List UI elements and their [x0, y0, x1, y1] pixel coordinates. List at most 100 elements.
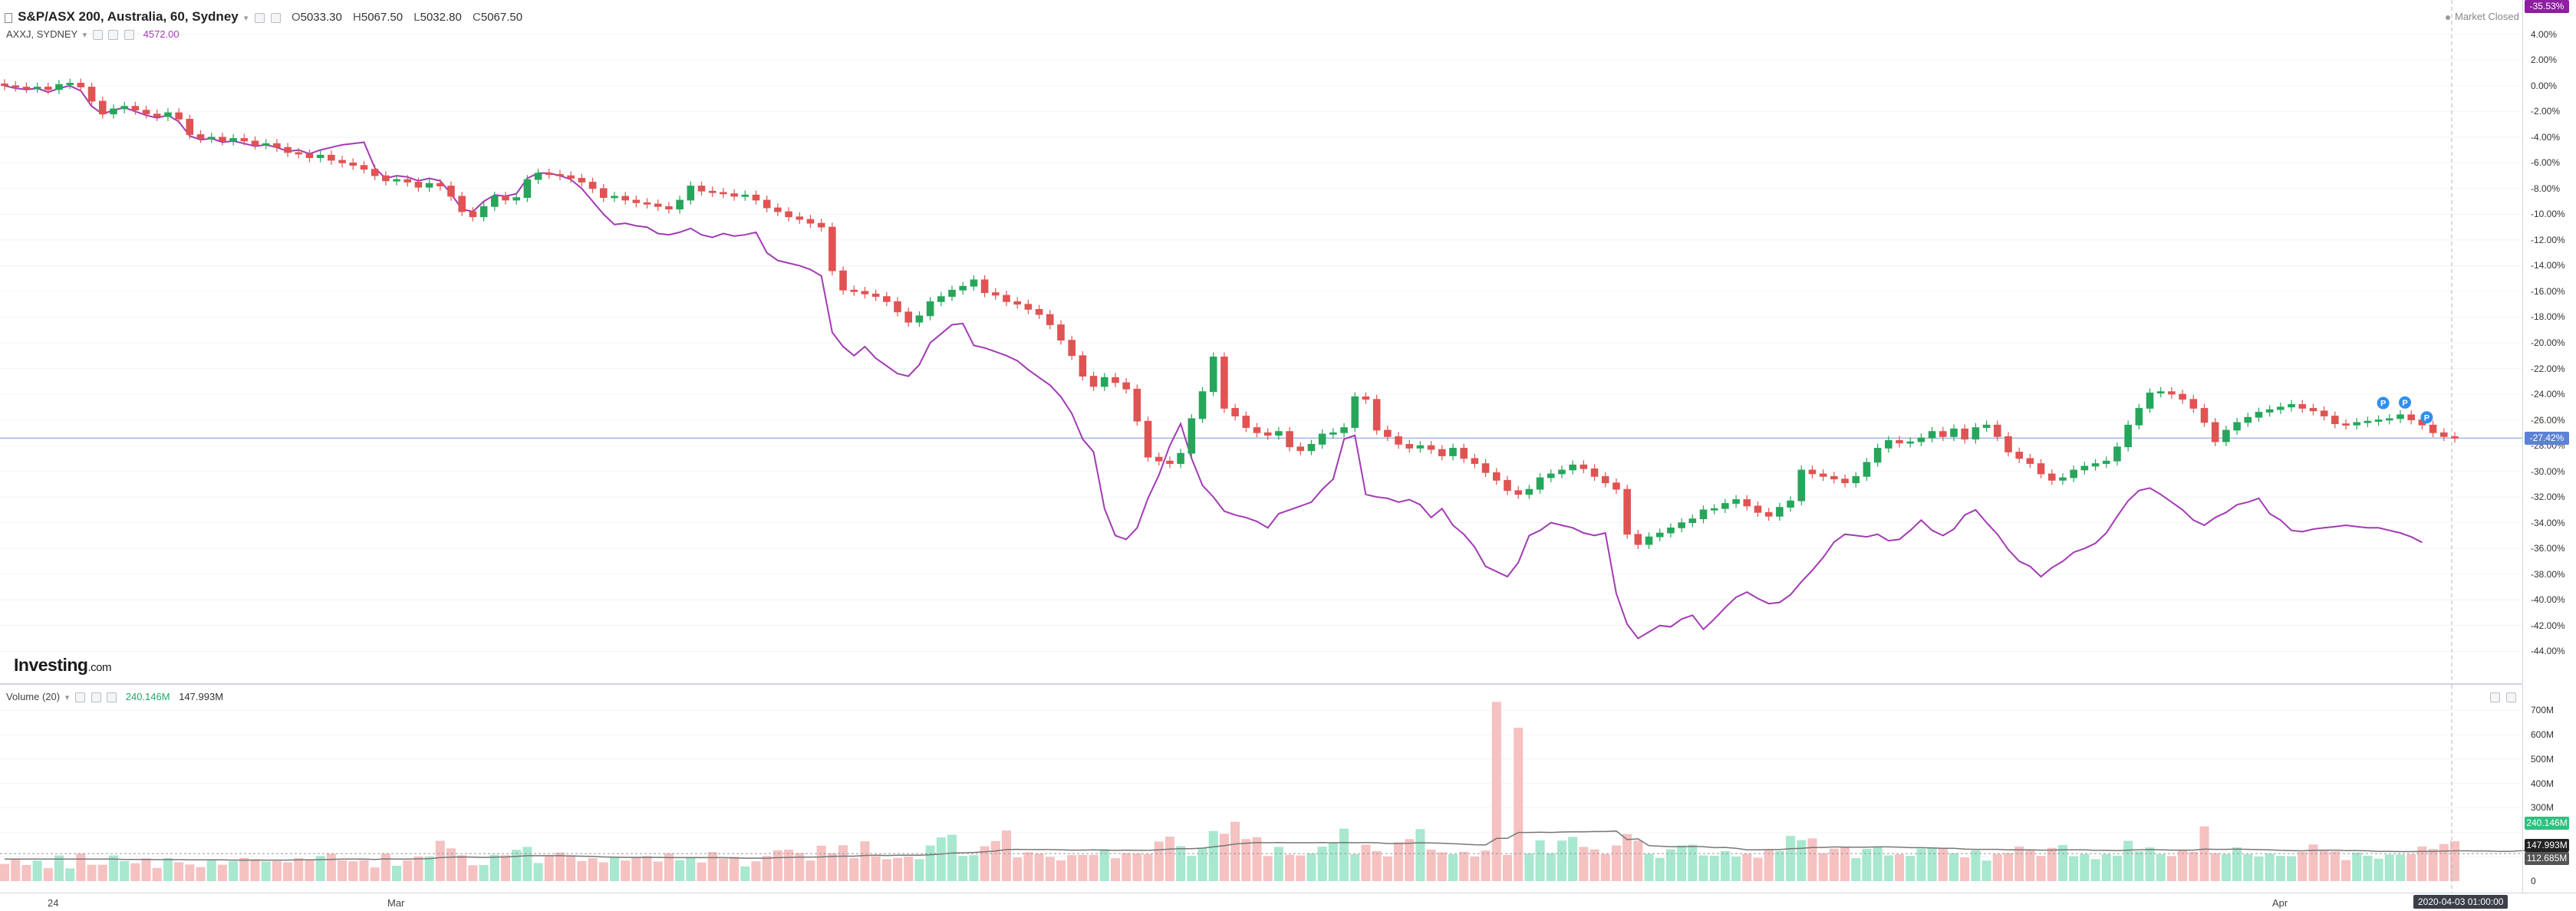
close-icon[interactable]: [124, 30, 134, 41]
volume-bar: [2373, 858, 2383, 881]
candle: [1688, 514, 1697, 528]
pattern-marker-icon: [2420, 411, 2433, 424]
candle-body: [1089, 376, 1098, 387]
volume-bar: [2101, 853, 2111, 881]
volume-bar: [544, 855, 554, 881]
volume-bar: [2298, 852, 2308, 881]
candle-body: [2353, 422, 2361, 426]
candle: [1852, 472, 1860, 488]
volume-panel[interactable]: Volume (20) ▾ 240.146M 147.993M: [0, 685, 2532, 893]
volume-ma-line: [5, 830, 2532, 861]
volume-bar: [108, 855, 118, 881]
volume-tag-2: 147.993M: [2525, 838, 2569, 852]
time-axis[interactable]: 24 Mar Apr 2020-04-03 01:00:00: [0, 893, 2576, 911]
candle: [1721, 498, 1729, 514]
menu-icon[interactable]: [5, 12, 12, 23]
candle: [2189, 394, 2198, 413]
volume-bar: [326, 853, 336, 881]
candle-body: [796, 216, 804, 220]
volume-bar: [947, 834, 957, 881]
candle-body: [2233, 422, 2241, 431]
price-axis[interactable]: 4.00% 2.00% 0.00% -2.00% -4.00% -6.00% -8.00% -…: [2522, 0, 2576, 683]
volume-bar: [1285, 854, 1295, 881]
candle-body: [599, 188, 608, 199]
volume-bar: [914, 859, 924, 881]
volume-bar: [1938, 847, 1948, 881]
candle-body: [2309, 408, 2317, 412]
symbol-name[interactable]: S&P/ASX 200, Australia, 60, Sydney: [18, 9, 239, 24]
compare-legend: AXXJ, SYDNEY ▾ 4572.00: [6, 28, 180, 41]
candle: [1776, 502, 1784, 521]
settings-icon[interactable]: [108, 30, 119, 41]
candle-body: [2091, 463, 2100, 467]
close-icon[interactable]: [270, 12, 281, 23]
candle: [1100, 373, 1108, 391]
volume-bar: [1426, 849, 1436, 881]
candle: [2168, 386, 2176, 399]
volume-label[interactable]: Volume (20): [6, 691, 61, 702]
candle-body: [131, 106, 140, 111]
price-legend: S&P/ASX 200, Australia, 60, Sydney ▾ O50…: [5, 9, 522, 25]
close-icon[interactable]: [107, 692, 117, 703]
candle-body: [2059, 477, 2067, 481]
price-chart-svg[interactable]: P P P: [0, 0, 2522, 683]
candle-body: [904, 311, 913, 323]
candle: [2233, 418, 2241, 435]
candle-body: [1068, 340, 1076, 357]
candle: [1536, 473, 1544, 494]
volume-bar: [871, 856, 881, 881]
candle: [12, 81, 19, 92]
candle-body: [404, 179, 412, 183]
volume-bar: [1862, 848, 1872, 881]
volume-bar: [1154, 841, 1164, 881]
candle-body: [360, 165, 368, 170]
volume-bar: [2417, 846, 2427, 881]
candle: [1253, 423, 1261, 438]
candle-body: [22, 87, 31, 89]
compare-symbol[interactable]: AXXJ, SYDNEY: [6, 28, 77, 40]
volume-bar: [1927, 848, 1937, 881]
volume-axis[interactable]: 700M 600M 500M 400M 300M 0 240.146M 147.993M …: [2522, 685, 2576, 893]
settings-icon[interactable]: [91, 692, 101, 703]
candle-body: [545, 173, 553, 176]
volume-bar: [2057, 844, 2067, 881]
candle-body: [55, 84, 63, 90]
time-label-apr: Apr: [2272, 897, 2288, 909]
candle-body: [2244, 416, 2252, 423]
price-axis-tick: -20.00%: [2531, 337, 2565, 348]
chevron-down-icon[interactable]: ▾: [64, 693, 70, 702]
candle: [1416, 441, 1425, 453]
candle-body: [1525, 488, 1533, 495]
candle: [1808, 465, 1817, 479]
candle-body: [523, 179, 532, 199]
volume-bar: [185, 864, 195, 881]
chevron-down-icon[interactable]: ▾: [82, 31, 87, 40]
volume-bar: [969, 855, 979, 881]
candle: [1580, 460, 1588, 474]
chevron-down-icon[interactable]: ▾: [243, 14, 249, 23]
volume-value-1: 240.146M: [125, 691, 170, 702]
pane-maximize-icon[interactable]: [2506, 692, 2516, 703]
price-chart-panel[interactable]: P P P S&P/ASX 200, Australia, 60, Sydney ▾…: [0, 0, 2522, 685]
pane-up-icon[interactable]: [2489, 692, 2500, 703]
candle: [1906, 437, 1915, 448]
volume-bar: [2014, 846, 2024, 881]
candle-body: [1013, 301, 1021, 305]
volume-bar: [1742, 853, 1752, 881]
candle-body: [1395, 436, 1402, 445]
candle: [2288, 400, 2295, 412]
candle-body: [806, 219, 815, 224]
candle: [273, 139, 281, 153]
volume-chart-svg[interactable]: [0, 685, 2532, 893]
candle: [730, 189, 738, 201]
eye-icon[interactable]: [74, 692, 85, 703]
candle: [545, 168, 553, 179]
candle: [142, 105, 150, 119]
investing-logo: Investing.com: [14, 655, 111, 676]
settings-icon[interactable]: [254, 12, 265, 23]
eye-icon[interactable]: [92, 30, 103, 41]
candle-body: [720, 192, 727, 195]
candle-body: [110, 108, 117, 115]
candle-body: [588, 182, 597, 189]
volume-bar: [609, 857, 619, 881]
